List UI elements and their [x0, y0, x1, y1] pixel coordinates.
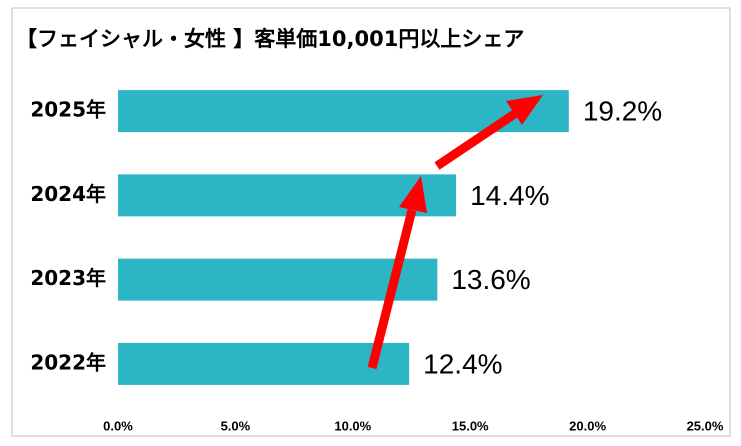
x-tick-label: 20.0% [569, 418, 606, 433]
x-tick-label: 5.0% [221, 418, 251, 433]
x-tick-label: 25.0% [687, 418, 724, 433]
value-label: 12.4% [423, 348, 502, 379]
y-tick-label: 2023年 [30, 266, 106, 290]
arrow-shaft [434, 109, 519, 170]
arrow-shaft [367, 208, 417, 370]
arrows [367, 95, 543, 370]
y-tick-label: 2025年 [30, 98, 106, 122]
bar [118, 342, 410, 385]
y-tick-label: 2022年 [30, 350, 106, 374]
plot-area: 0.0% 5.0% 10.0% 15.0% 20.0% 25.0% 2025年 19.2% 20… [30, 90, 724, 433]
x-tick-label: 0.0% [103, 418, 133, 433]
value-label: 13.6% [451, 264, 530, 295]
arrow-head [506, 95, 543, 125]
arrow-head [399, 176, 427, 213]
chart-title: 【フェイシャル・女性 】客単価10,001円以上シェア [16, 27, 524, 51]
value-label: 14.4% [470, 180, 549, 211]
value-label: 19.2% [583, 96, 662, 127]
bar [118, 174, 457, 217]
y-tick-label: 2024年 [30, 182, 106, 206]
x-tick-label: 10.0% [334, 418, 371, 433]
x-tick-label: 15.0% [452, 418, 489, 433]
bar [118, 258, 438, 301]
